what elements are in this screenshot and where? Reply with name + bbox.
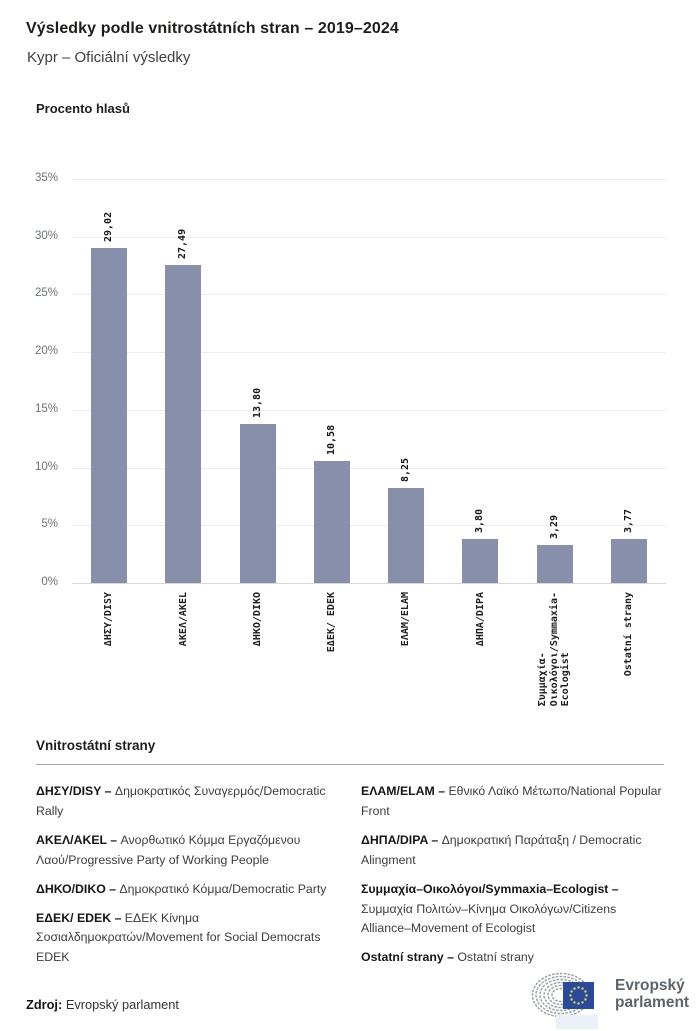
legend-item: Ostatní strany – Ostatní strany xyxy=(361,950,534,965)
legend-heading: Vnitrostátní strany xyxy=(36,738,156,753)
x-tick-label: Συμμαχία- Οικολόγοι/Symmaxia- Ecologist xyxy=(537,592,572,707)
bar[interactable] xyxy=(462,539,499,583)
bar-value-label: 29,02 xyxy=(103,211,115,242)
x-tick-label: ΑΚΕΛ/AKEL xyxy=(177,592,189,647)
gridline xyxy=(72,236,666,238)
logo-text: Evropský parlament xyxy=(615,977,689,1012)
bar-value-label: 3,80 xyxy=(474,509,486,534)
legend-term: Ostatní strany – xyxy=(361,950,454,965)
source-line: Zdroj: Evropský parlament xyxy=(26,997,179,1012)
eu-flag-stars xyxy=(569,986,588,1005)
legend-divider xyxy=(36,764,664,765)
eu-flag xyxy=(563,982,594,1009)
y-tick-label: 20% xyxy=(34,345,58,357)
bar[interactable] xyxy=(610,539,647,583)
gridline xyxy=(72,409,666,411)
bar[interactable] xyxy=(536,545,573,583)
bar-value-label: 13,80 xyxy=(251,387,263,418)
bar[interactable] xyxy=(165,265,202,583)
gridline xyxy=(72,467,666,469)
x-tick-label: ΔΗΣΥ/DISY xyxy=(103,592,115,647)
x-tick-label: ΕΛΑΜ/ELAM xyxy=(400,592,412,647)
legend-item: ΔΗΚΟ/DIKO – Δημοκρατικό Κόμμα/Democratic… xyxy=(36,881,327,896)
legend-term: Συμμαχία–Οικολόγοι/Symmaxia–Ecologist – xyxy=(361,881,619,896)
logo-line1: Evropský xyxy=(615,976,685,994)
bar-chart: 0% 5% 10% 15% 20% 25% 30% 35% 29,02 ΔΗΣΥ/DISY 27,4… xyxy=(34,171,666,707)
legend-item: ΔΗΠΑ/DIPA – Δημοκρατική Παράταξη / Democ… xyxy=(361,832,642,867)
gridline xyxy=(72,583,666,584)
legend-term: ΔΗΠΑ/DIPA – xyxy=(361,832,439,847)
bar-value-label: 10,58 xyxy=(325,424,337,455)
hemicycle-flag-icon xyxy=(531,972,594,1017)
bar[interactable] xyxy=(91,247,128,583)
y-tick-label: 5% xyxy=(41,518,58,531)
legend-term: ΔΗΣΥ/DISY – xyxy=(36,784,112,798)
logo-line2: parlament xyxy=(615,994,690,1011)
y-tick-label: 10% xyxy=(34,460,58,473)
y-tick-label: 25% xyxy=(34,287,58,300)
flag-reflection xyxy=(556,1015,598,1029)
bar[interactable] xyxy=(239,423,276,583)
gridline xyxy=(72,294,666,296)
legend-term: ΕΔΕΚ/ EDEK – xyxy=(36,910,122,925)
eu-parliament-logo: Evropský parlament xyxy=(531,971,689,1017)
bar[interactable] xyxy=(313,460,350,583)
bar-value-label: 8,25 xyxy=(400,457,412,482)
bar[interactable] xyxy=(388,487,425,583)
gridline xyxy=(72,352,666,353)
legend-term: ΕΛΑΜ/ELAM – xyxy=(361,784,446,798)
legend-item: ΕΛΑΜ/ELAM – Εθνικό Λαϊκό Μέτωπο/National… xyxy=(361,784,662,818)
y-axis-title: Procento hlasů xyxy=(36,101,130,116)
legend-term: ΔΗΚΟ/DIKO – xyxy=(36,881,117,896)
legend-term: ΑΚΕΛ/AKEL – xyxy=(36,832,118,847)
x-tick-label: ΔΗΠΑ/DIPA xyxy=(474,592,486,647)
y-tick-label: 30% xyxy=(34,229,58,242)
gridline xyxy=(72,178,666,180)
y-tick-label: 0% xyxy=(41,576,58,588)
page-title: Výsledky podle vnitrostátních stran – 20… xyxy=(26,20,399,37)
legend-item: Συμμαχία–Οικολόγοι/Symmaxia–Ecologist – … xyxy=(361,881,619,936)
source-text: Evropský parlament xyxy=(65,997,179,1012)
legend-column: ΔΗΣΥ/DISY – Δημοκρατικός Συναγερμός/Demo… xyxy=(36,782,339,977)
bar-value-label: 3,29 xyxy=(548,514,560,539)
legend-item: ΔΗΣΥ/DISY – Δημοκρατικός Συναγερμός/Demo… xyxy=(36,784,326,818)
bar-value-label: 27,49 xyxy=(177,229,189,260)
legend-item: ΑΚΕΛ/AKEL – Ανορθωτικό Κόμμα Εργαζόμενου… xyxy=(36,832,301,867)
page-subtitle: Kypr – Oficiální výsledky xyxy=(27,49,191,66)
x-tick-label: ΔΗΚΟ/DIKO xyxy=(251,592,263,647)
party-legend: ΔΗΣΥ/DISY – Δημοκρατικός Συναγερμός/Demo… xyxy=(36,782,664,977)
bar-value-label: 3,77 xyxy=(622,509,634,534)
y-tick-label: 15% xyxy=(34,402,58,415)
x-tick-label: ΕΔΕΚ/ EDEK xyxy=(326,592,338,653)
legend-item: ΕΔΕΚ/ EDEK – ΕΔΕΚ Κίνημα Σοσιαλδημοκρατώ… xyxy=(36,910,321,965)
gridline xyxy=(72,525,666,527)
x-tick-label: Ostatní strany xyxy=(623,592,635,677)
legend-column: ΕΛΑΜ/ELAM – Εθνικό Λαϊκό Μέτωπο/National… xyxy=(361,782,664,977)
y-tick-label: 35% xyxy=(34,171,58,184)
source-label: Zdroj: xyxy=(26,997,63,1012)
